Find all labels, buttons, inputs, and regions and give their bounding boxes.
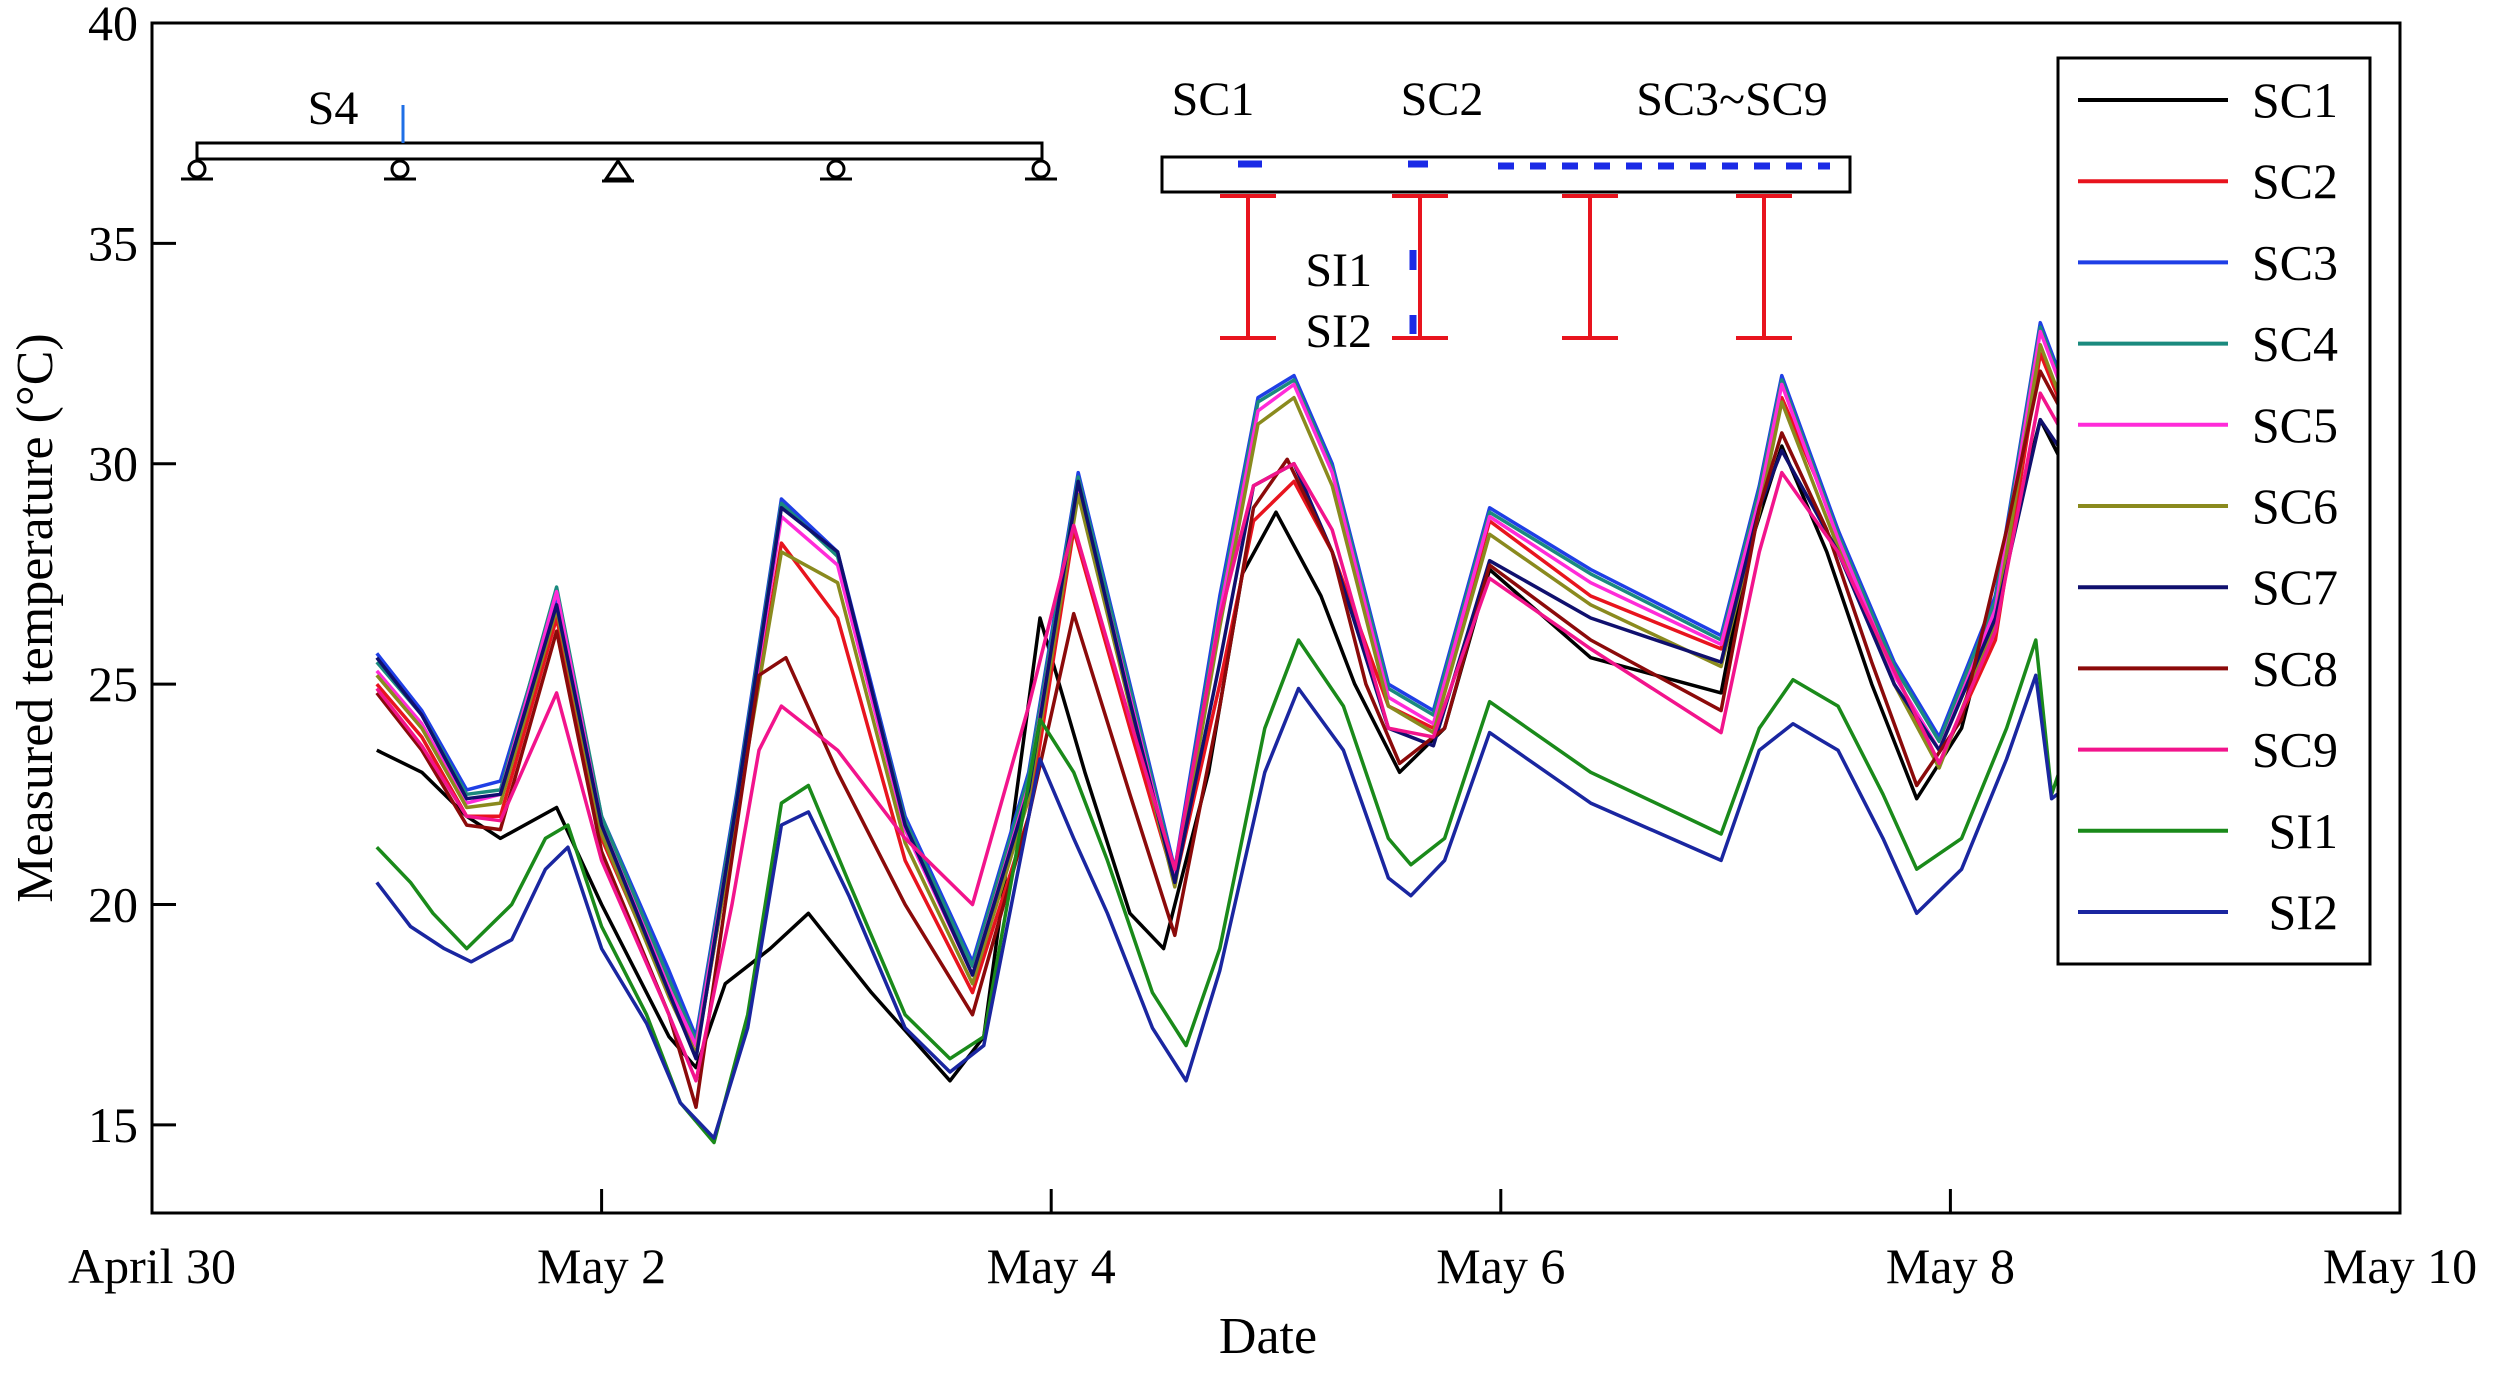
beam-inset: S4 — [181, 82, 1057, 183]
y-tick-label: 15 — [88, 1097, 138, 1153]
legend: SC1 SC2 SC3 SC4 SC5 SC6 SC7 SC8 SC9 SI1 SI2 — [2056, 56, 2372, 966]
section-label-sc2: SC2 — [1401, 73, 1484, 126]
legend-label-sc8: SC8 — [2252, 640, 2338, 696]
beam-deck — [195, 141, 1044, 161]
x-tick-label: April 30 — [68, 1238, 236, 1294]
cross-section-inset: SC1 SC2 SC3~SC9 SI1 SI2 — [1160, 73, 1852, 358]
roller-support-1 — [181, 159, 213, 181]
legend-label-si1: SI1 — [2269, 803, 2338, 859]
x-tick-label: May 4 — [987, 1238, 1116, 1294]
legend-label-sc5: SC5 — [2252, 397, 2338, 453]
x-tick-label: May 2 — [537, 1238, 666, 1294]
x-tick-label: May 6 — [1436, 1238, 1565, 1294]
i-girder-2 — [1392, 194, 1448, 340]
series-line-si2 — [375, 673, 2119, 1140]
girder-label-si2: SI2 — [1305, 305, 1372, 358]
x-axis-title: Date — [1219, 1308, 1317, 1365]
series-line-sc7 — [375, 417, 2119, 1061]
y-axis: 15 20 25 30 35 40 — [88, 0, 176, 1153]
y-tick-label: 20 — [88, 876, 138, 932]
series-line-si1 — [375, 638, 2119, 1145]
legend-label-sc3: SC3 — [2252, 234, 2338, 290]
x-axis: April 30 May 2 May 4 May 6 May 8 May 10 — [68, 1189, 2477, 1294]
x-tick-label: May 8 — [1886, 1238, 2015, 1294]
roller-support-2 — [384, 159, 416, 181]
legend-label-sc4: SC4 — [2252, 316, 2338, 372]
series-lines — [375, 320, 2119, 1145]
series-line-sc9 — [375, 391, 2119, 1083]
s4-label: S4 — [308, 82, 359, 135]
roller-support-4 — [1025, 159, 1057, 181]
legend-label-sc7: SC7 — [2252, 559, 2338, 615]
i-girder-1 — [1220, 194, 1276, 340]
y-axis-title: Measured temperature (°C) — [7, 333, 64, 902]
i-girder-4 — [1736, 194, 1792, 340]
y-tick-label: 30 — [88, 436, 138, 492]
series-line-sc4 — [375, 325, 2119, 1043]
y-tick-label: 40 — [88, 0, 138, 51]
legend-label-sc1: SC1 — [2252, 72, 2338, 128]
legend-box — [2056, 56, 2372, 966]
y-tick-label: 35 — [88, 215, 138, 271]
girder-label-si1: SI1 — [1305, 244, 1372, 297]
plot-frame — [150, 21, 2402, 1215]
pin-support — [602, 158, 634, 183]
series-line-sc3 — [375, 320, 2119, 1039]
i-girder-3 — [1562, 194, 1618, 340]
legend-label-sc2: SC2 — [2252, 153, 2338, 209]
y-tick-label: 25 — [88, 656, 138, 712]
legend-label-si2: SI2 — [2269, 884, 2338, 940]
section-label-sc3-sc9: SC3~SC9 — [1636, 73, 1827, 126]
legend-label-sc6: SC6 — [2252, 478, 2338, 534]
x-tick-label: May 10 — [2323, 1238, 2477, 1294]
roller-support-3 — [820, 159, 852, 181]
legend-label-sc9: SC9 — [2252, 722, 2338, 778]
section-label-sc1: SC1 — [1172, 73, 1255, 126]
deck-slab — [1160, 155, 1852, 194]
